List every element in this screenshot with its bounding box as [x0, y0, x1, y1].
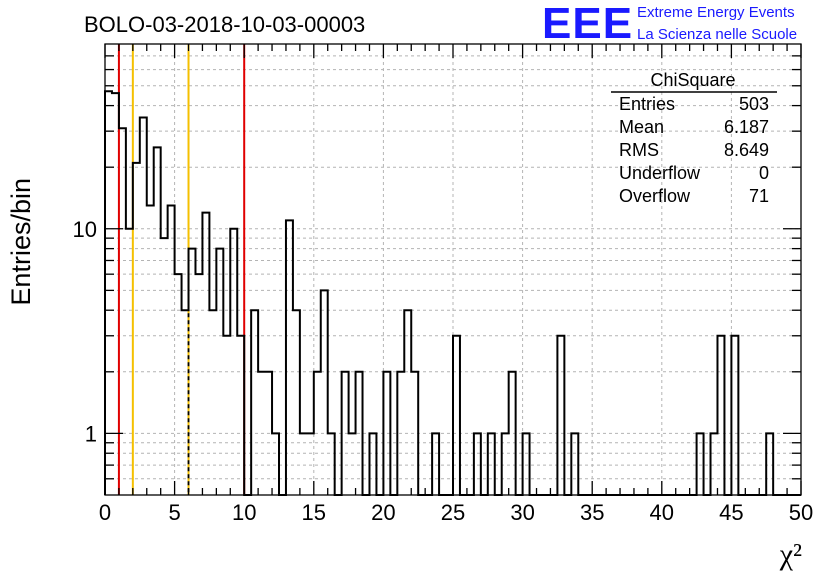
reference-lines — [117, 44, 246, 495]
x-tick-label: 35 — [580, 500, 604, 525]
stats-label: Overflow — [619, 186, 691, 206]
stats-box: ChiSquare Entries 503 Mean 6.187 RMS 8.649 Und… — [611, 70, 777, 206]
logo-line2: La Scienza nelle Scuole — [637, 26, 797, 43]
x-tick-label: 5 — [168, 500, 180, 525]
x-tick-label: 20 — [371, 500, 395, 525]
stats-label: RMS — [619, 140, 659, 160]
logo-line1: Extreme Energy Events — [637, 4, 795, 21]
stats-rows: Entries 503 Mean 6.187 RMS 8.649 Underflow 0 Ove… — [619, 94, 769, 206]
stats-label: Underflow — [619, 163, 701, 183]
y-axis-title: Entries/bin — [6, 178, 36, 306]
x-axis-title: χ² — [779, 538, 802, 571]
chart-title: BOLO-03-2018-10-03-00003 — [84, 12, 365, 37]
x-tick-label: 0 — [99, 500, 111, 525]
y-tick-labels: 1 10 — [73, 217, 97, 447]
x-tick-label: 15 — [302, 500, 326, 525]
eee-logo-icon: EEE — [542, 0, 633, 48]
stats-label: Entries — [619, 94, 675, 114]
x-tick-label: 50 — [789, 500, 813, 525]
y-tick-label: 1 — [85, 421, 97, 446]
x-tick-labels: 0 5 10 15 20 25 30 35 40 45 50 — [99, 500, 813, 525]
y-tick-label: 10 — [73, 217, 97, 242]
axis-ticks — [104, 44, 802, 495]
stats-value: 503 — [739, 94, 769, 114]
stats-value: 6.187 — [724, 117, 769, 137]
x-tick-label: 40 — [650, 500, 674, 525]
x-tick-label: 25 — [441, 500, 465, 525]
stats-value: 71 — [749, 186, 769, 206]
stats-label: Mean — [619, 117, 664, 137]
stats-value: 0 — [759, 163, 769, 183]
x-tick-label: 45 — [719, 500, 743, 525]
x-tick-label: 10 — [232, 500, 256, 525]
stats-title: ChiSquare — [650, 70, 735, 90]
x-tick-label: 30 — [510, 500, 534, 525]
histogram-outline — [104, 90, 801, 496]
stats-value: 8.649 — [724, 140, 769, 160]
